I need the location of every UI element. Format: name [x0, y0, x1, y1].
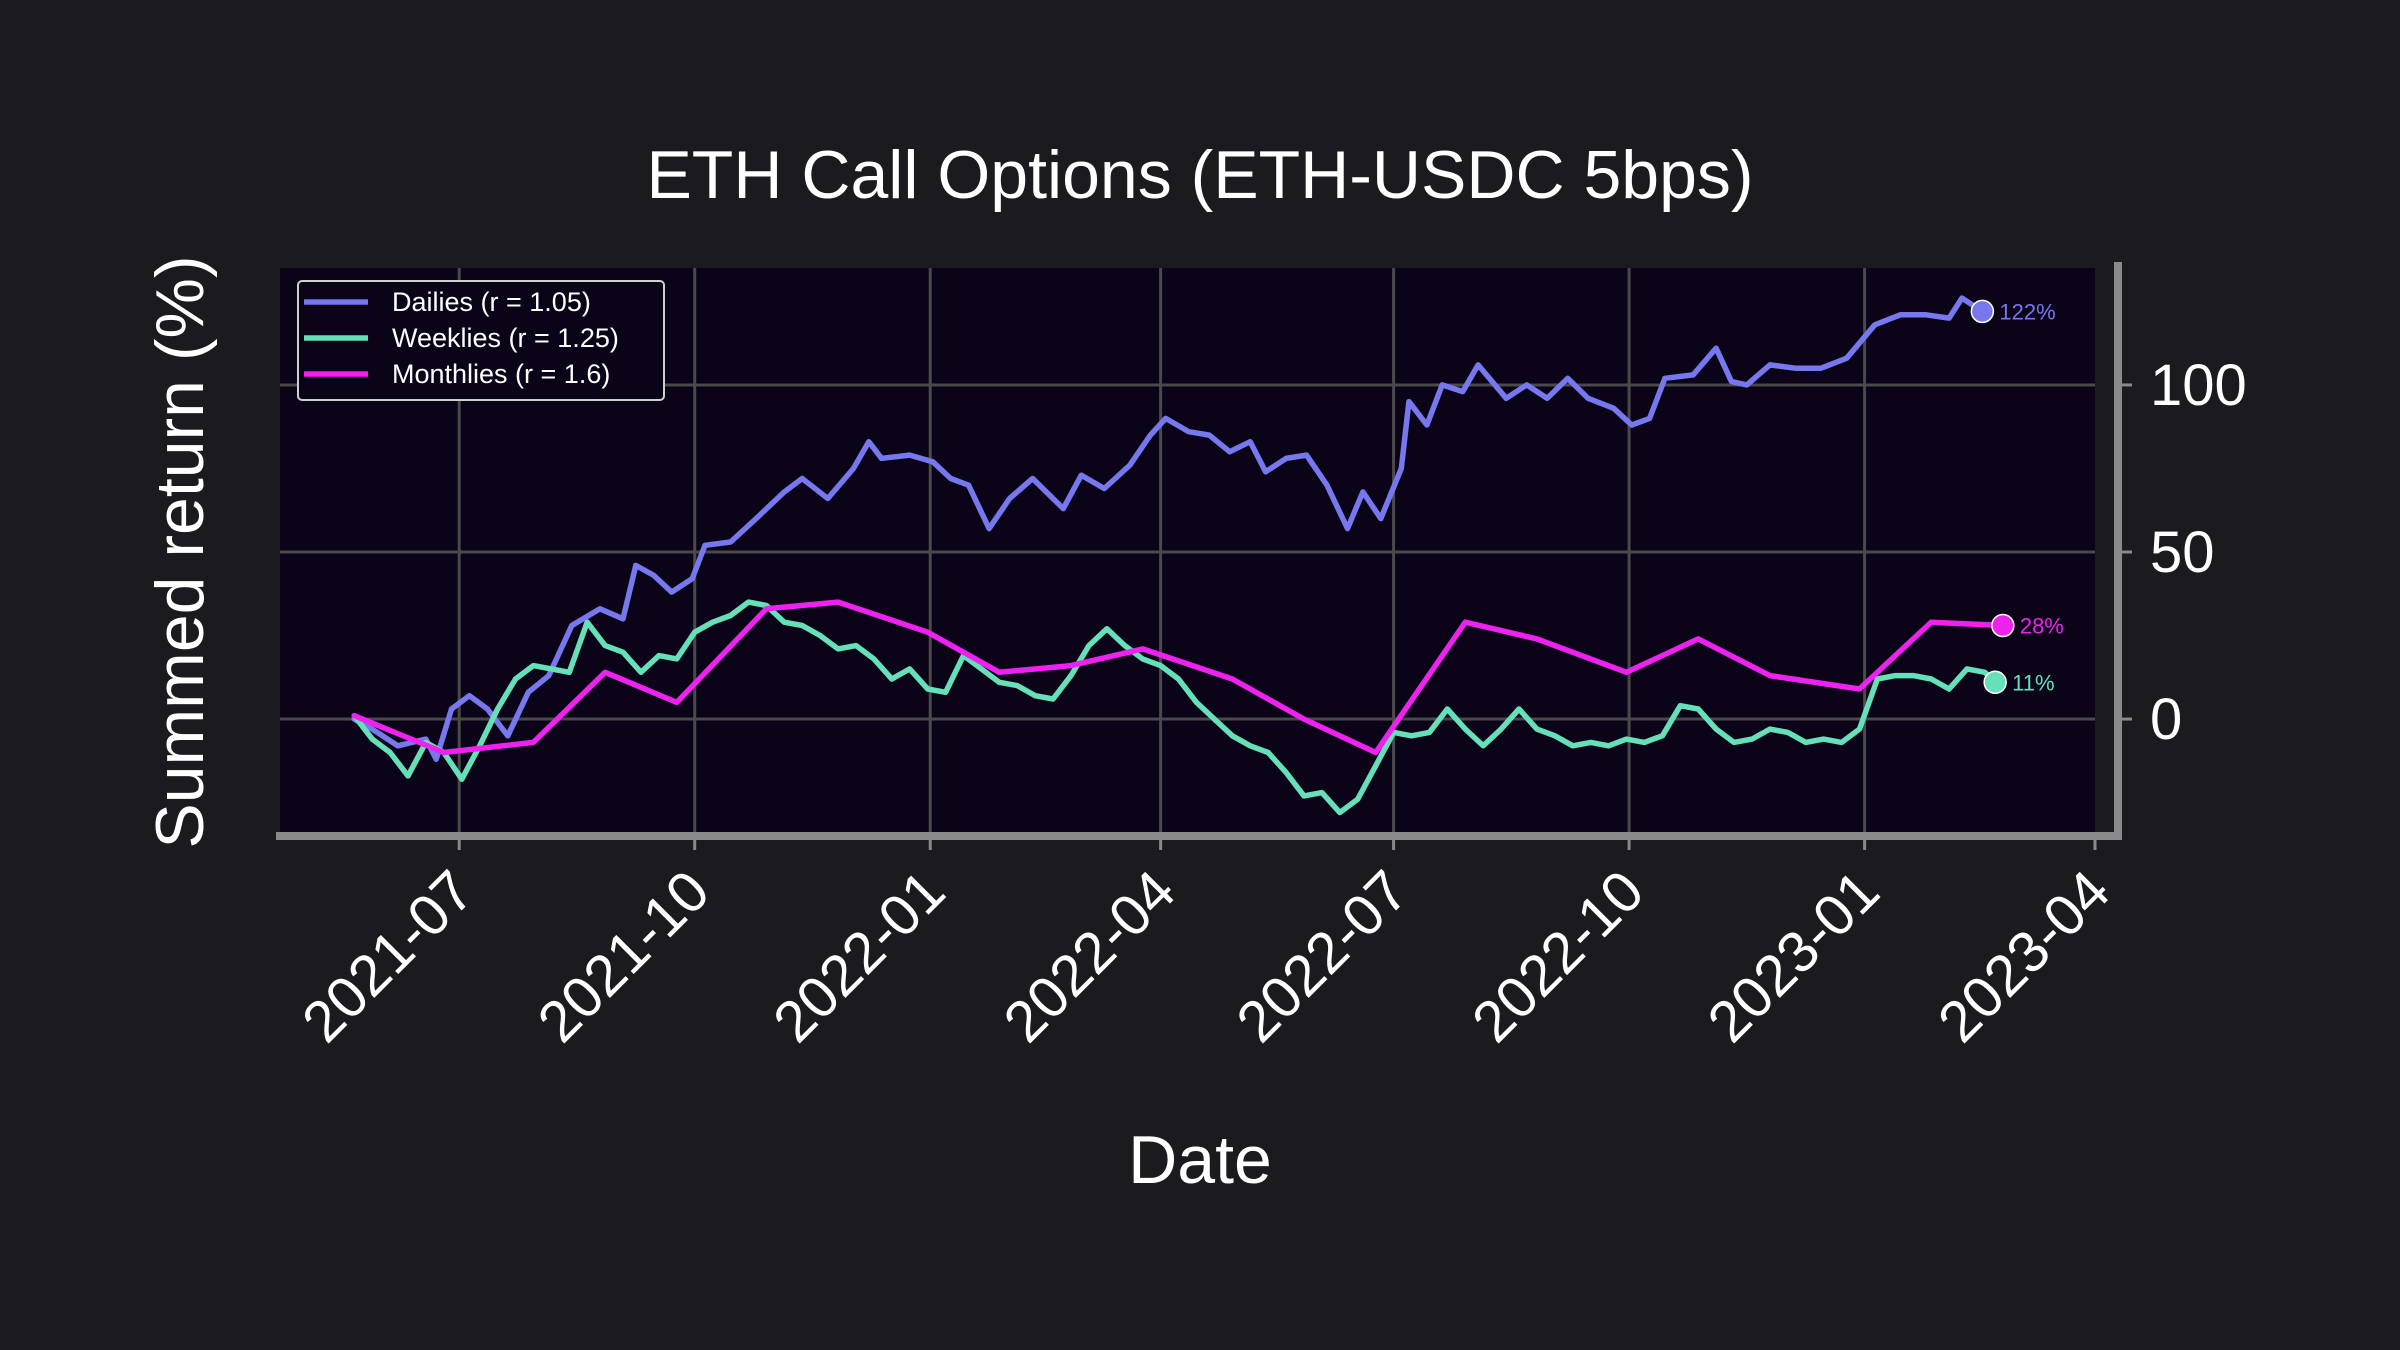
y-tick-label: 0	[2150, 687, 2182, 752]
y-axis-label: Summed return (%)	[142, 255, 218, 848]
series-end-label-0: 122%	[1999, 299, 2055, 324]
series-end-label-2: 28%	[2020, 614, 2064, 639]
legend-box	[297, 280, 665, 401]
series-line-2	[351, 599, 2006, 756]
legend: Dailies (r = 1.05) Weeklies (r = 1.25) Mon…	[297, 280, 665, 401]
y-tick-label: 100	[2150, 353, 2247, 418]
series-end-markers: 122% 11% 28%	[1970, 299, 2064, 695]
series-end-marker-1	[1983, 670, 2007, 695]
chart-title: ETH Call Options (ETH-USDC 5bps)	[646, 137, 1753, 213]
series-layer	[351, 295, 2006, 816]
legend-label-2: Monthlies (r = 1.6)	[392, 359, 610, 389]
series-end-label-1: 11%	[2012, 670, 2054, 695]
series-end-marker-0	[1970, 299, 1995, 324]
legend-label-1: Weeklies (r = 1.25)	[392, 323, 619, 353]
grid	[280, 268, 2095, 836]
legend-label-0: Dailies (r = 1.05)	[392, 287, 591, 317]
x-axis-label: Date	[1128, 1122, 1272, 1198]
y-axis-ticks: 0 50 100	[2118, 353, 2247, 752]
series-line-0	[351, 295, 1986, 762]
series-end-marker-2	[1991, 613, 2015, 638]
y-tick-label: 50	[2150, 520, 2215, 585]
series-line-1	[351, 599, 1998, 816]
